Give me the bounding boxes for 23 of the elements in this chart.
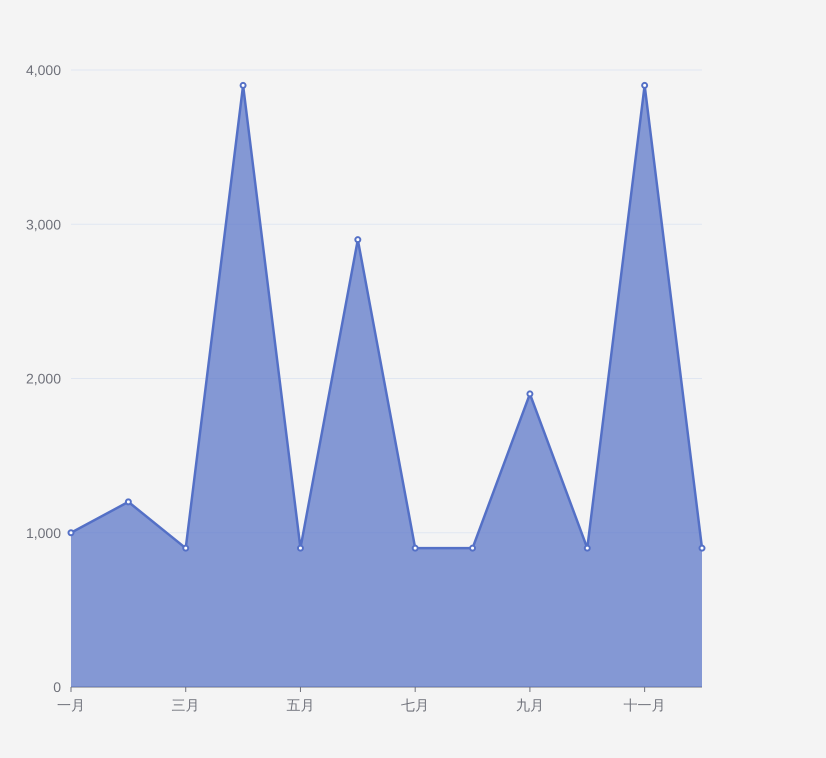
x-tick-label: 七月 — [401, 697, 430, 713]
y-tick-label: 3,000 — [26, 216, 62, 232]
point — [240, 82, 247, 89]
point — [182, 544, 190, 552]
y-tick-label: 1,000 — [26, 524, 62, 541]
y-tick-label: 0 — [53, 679, 62, 695]
point — [526, 390, 534, 398]
point — [354, 236, 362, 244]
x-tick-label: 十一月 — [624, 697, 666, 713]
point — [469, 544, 476, 552]
point — [68, 529, 74, 536]
point — [698, 544, 706, 552]
point — [584, 544, 591, 552]
y-tick-label: 4,000 — [26, 62, 62, 78]
x-tick-label: 三月 — [172, 697, 200, 713]
x-tick-label: 五月 — [286, 697, 314, 713]
y-tick-label: 2,000 — [26, 370, 62, 386]
x-tick-label: 九月 — [516, 697, 544, 713]
point — [412, 544, 419, 552]
point — [124, 498, 132, 506]
x-tick-label: 一月 — [57, 697, 85, 713]
point — [641, 82, 648, 89]
point — [296, 544, 304, 552]
